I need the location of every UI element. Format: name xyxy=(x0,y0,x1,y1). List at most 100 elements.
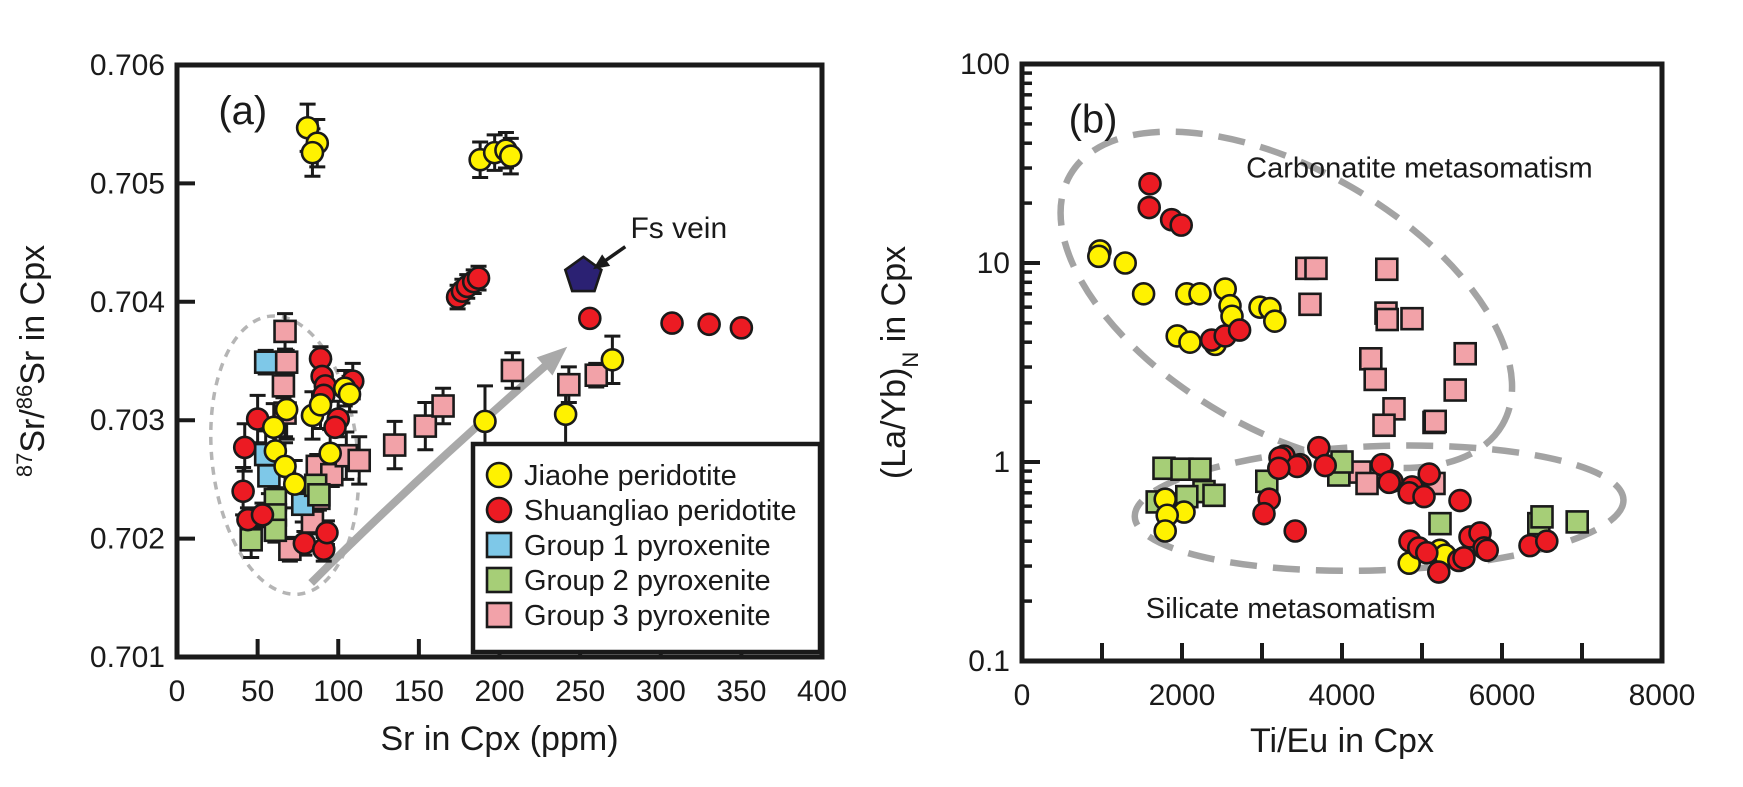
arrowhead xyxy=(536,346,568,376)
shuangliao-peridotite-marker xyxy=(660,311,684,335)
group3-pyroxenite-marker xyxy=(1298,292,1322,317)
shuangliao-peridotite-marker xyxy=(1138,172,1162,196)
silicate-region-label: Silicate metasomatism xyxy=(1146,593,1436,625)
jiaohe-peridotite-marker xyxy=(274,397,299,422)
jiaohe-peridotite-marker xyxy=(1153,519,1177,543)
panel-b-y-tick-label: 100 xyxy=(960,48,1010,81)
legend-markers xyxy=(485,461,513,629)
panel-b-ticks xyxy=(1022,71,1584,661)
group3-pyroxenite-marker xyxy=(1375,257,1399,282)
fs-vein-marker xyxy=(563,255,603,293)
carbonatite-ellipse xyxy=(1057,128,1516,472)
silicate-ellipse xyxy=(1131,442,1627,575)
jiaohe-peridotite-marker xyxy=(473,409,497,434)
shuangliao-peridotite-marker xyxy=(1452,546,1476,570)
panel-a-x-tick-label: 200 xyxy=(474,675,524,708)
group3-pyroxenite-marker xyxy=(413,414,438,438)
shuangliao-peridotite-marker xyxy=(729,316,754,340)
panel-a-legend: Jiaohe peridotite Shuangliao peridotite … xyxy=(470,441,823,655)
legend-label-group2: Group 2 pyroxenite xyxy=(524,565,771,597)
jiaohe-peridotite-marker xyxy=(1131,282,1156,306)
jiaohe-peridotite-marker xyxy=(308,393,333,417)
panel-b-x-tick-label: 2000 xyxy=(1149,679,1216,712)
jiaohe-peridotite-marker xyxy=(553,402,578,427)
panel-a-y-tick-label: 0.703 xyxy=(90,404,165,437)
legend-label-jiaohe: Jiaohe peridotite xyxy=(524,460,737,492)
carbonatite-region-label: Carbonatite metasomatism xyxy=(1246,152,1593,184)
legend-marker-1 xyxy=(485,496,513,524)
group2-pyroxenite-marker xyxy=(263,518,288,543)
legend-marker-2 xyxy=(485,531,513,559)
panel-a-generated: 0 50 100 150 200 250 300 350 400 0.701 0.702 0.703 0… xyxy=(90,49,847,708)
jiaohe-peridotite-marker xyxy=(1178,330,1202,354)
panel-a-y-tick-label: 0.706 xyxy=(90,49,165,82)
arrowhead xyxy=(593,254,611,270)
shuangliao-peridotite-marker xyxy=(1137,195,1161,220)
group2-pyroxenite-marker xyxy=(307,482,331,507)
panel-a-y-tick-label: 0.702 xyxy=(90,523,165,556)
group3-pyroxenite-marker xyxy=(1359,347,1383,371)
jiaohe-peridotite-marker xyxy=(318,441,342,466)
shuangliao-peridotite-marker xyxy=(1535,529,1559,553)
jiaohe-peridotite-marker xyxy=(337,382,362,406)
group3-pyroxenite-marker xyxy=(1304,256,1328,281)
jiaohe-peridotite-marker xyxy=(300,140,325,165)
shuangliao-peridotite-marker xyxy=(1252,501,1276,526)
group2-pyroxenite-marker xyxy=(1428,511,1452,536)
legend-marker-3 xyxy=(485,566,513,594)
shuangliao-peridotite-marker xyxy=(1227,318,1252,342)
jiaohe-peridotite-marker xyxy=(1263,309,1287,333)
shuangliao-peridotite-marker xyxy=(1169,213,1193,237)
shuangliao-peridotite-marker xyxy=(1415,540,1439,565)
panel-b-generated: 0 2000 4000 6000 8000 100 10 1 0.1 xyxy=(960,48,1695,712)
panel-a-series-jiaohe-peridotite xyxy=(261,115,625,496)
shuangliao-peridotite-marker xyxy=(1283,519,1307,543)
panel-b-x-tick-label: 6000 xyxy=(1469,679,1536,712)
group3-pyroxenite-marker xyxy=(273,319,297,344)
panel-a-series-fs-vein xyxy=(563,255,603,293)
trend-arrow-shaft xyxy=(308,360,551,586)
group3-pyroxenite-marker xyxy=(1363,367,1387,392)
panel-b-y-tick-label: 1 xyxy=(993,446,1010,479)
fs-vein-annotation-label: Fs vein xyxy=(630,212,727,245)
panel-b-x-tick-label: 0 xyxy=(1014,679,1031,712)
group2-pyroxenite-marker xyxy=(1202,483,1226,508)
panel-a-label: (a) xyxy=(218,89,267,133)
group2-pyroxenite-marker xyxy=(1530,505,1554,529)
panel-b-y-tick-label: 10 xyxy=(977,247,1010,280)
jiaohe-peridotite-marker xyxy=(600,348,625,372)
panel-b-series-shuangliao-peridotite xyxy=(1137,172,1559,584)
panel-b-x-axis-title: Ti/Eu in Cpx xyxy=(1250,722,1434,760)
shuangliao-peridotite-marker xyxy=(231,479,255,504)
panel-a-x-tick-label: 0 xyxy=(169,675,186,708)
jiaohe-peridotite-marker xyxy=(1113,251,1137,275)
group3-pyroxenite-marker xyxy=(1423,409,1447,434)
fs-vein-pointer-arrow xyxy=(593,245,627,270)
shuangliao-peridotite-marker xyxy=(1267,456,1291,481)
group3-pyroxenite-marker xyxy=(1375,307,1399,332)
panel-b-x-tick-label: 4000 xyxy=(1309,679,1376,712)
legend-label-shuangliao: Shuangliao peridotite xyxy=(524,495,796,527)
panel-a-y-tick-label: 0.705 xyxy=(90,167,165,200)
shuangliao-peridotite-marker xyxy=(1417,462,1441,486)
jiaohe-peridotite-marker xyxy=(1188,282,1212,306)
shuangliao-peridotite-marker xyxy=(577,306,602,331)
panel-b-y-tick-label: 0.1 xyxy=(968,645,1010,678)
group3-pyroxenite-marker xyxy=(274,350,299,374)
shuangliao-peridotite-marker xyxy=(292,531,317,556)
shuangliao-peridotite-marker xyxy=(1448,488,1472,513)
panel-a-x-tick-label: 50 xyxy=(241,675,274,708)
legend-box xyxy=(470,441,823,655)
group3-pyroxenite-marker xyxy=(500,358,525,383)
panel-a-y-tick-label: 0.701 xyxy=(90,641,165,674)
panel-a-x-axis-title: Sr in Cpx (ppm) xyxy=(380,720,618,758)
shuangliao-peridotite-marker xyxy=(466,266,491,290)
panel-a-x-tick-label: 100 xyxy=(313,675,363,708)
panel-a-y-axis-title: 87Sr/86Sr in Cpx xyxy=(12,245,53,477)
group3-pyroxenite-marker xyxy=(347,448,372,473)
shuangliao-peridotite-marker xyxy=(697,312,721,337)
group3-pyroxenite-marker xyxy=(557,372,581,397)
group3-pyroxenite-marker xyxy=(271,374,296,398)
shuangliao-peridotite-marker xyxy=(250,503,275,527)
panel-b-y-axis-title: (La/Yb)N in Cpx xyxy=(875,246,923,479)
